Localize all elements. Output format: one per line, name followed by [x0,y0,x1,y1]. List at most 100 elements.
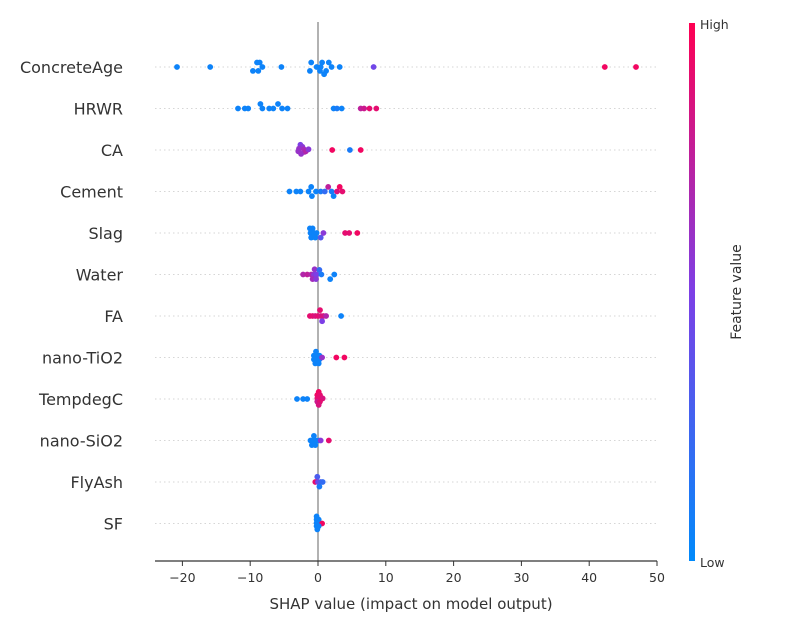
shap-point [347,147,353,153]
shap-point [279,105,285,112]
shap-point [313,64,320,70]
shap-point [339,188,346,195]
shap-point [313,271,320,278]
x-tick-label: 40 [581,570,597,585]
shap-point [286,188,293,195]
feature-label: HRWR [74,100,123,119]
feature-label: Cement [60,183,123,202]
feature-label: SF [104,515,123,534]
shap-point [601,64,608,70]
shap-point [305,188,312,195]
x-tick-label: 10 [378,570,394,585]
shap-point [319,59,325,66]
feature-label: nano-SiO2 [40,432,123,451]
shap-point [331,271,338,278]
shap-point [250,68,256,74]
shap-point [321,71,327,78]
shap-point [313,188,319,195]
shap-point [317,307,323,313]
feature-label: nano-TiO2 [42,349,123,368]
shap-point [318,271,325,278]
shap-point [305,146,312,153]
feature-label: ConcreteAge [20,58,123,77]
shap-point [325,437,332,444]
feature-labels: ConcreteAge HRWR CA Cement Slag Water FA nano-T… [20,58,123,534]
shap-point [307,68,313,74]
points-layer [174,59,639,533]
shap-point [235,105,241,112]
shap-point [342,230,348,236]
shap-point [314,526,321,533]
shap-point [298,151,304,157]
shap-point [633,64,639,70]
x-axis-title: SHAP value (impact on model output) [269,595,552,613]
shap-point [317,64,324,70]
colorbar-title: Feature value [729,244,745,340]
shap-point [308,234,315,241]
shap-point [245,105,252,112]
shap-point [329,147,336,153]
shap-point [309,225,316,232]
shap-point [373,105,380,112]
shap-point [312,234,319,241]
shap-point [338,313,344,319]
shap-point [275,101,281,107]
shap-point [317,188,324,195]
colorbar-low-label: Low [700,555,725,570]
shap-point [341,354,348,361]
shap-point [257,101,264,107]
x-tick-label: −20 [169,570,195,585]
shap-point [293,188,300,195]
shap-point [325,184,332,190]
shap-point [319,318,325,325]
shap-point [256,59,263,66]
shap-point [370,64,377,70]
shap-point [338,105,345,112]
colorbar-high-label: High [700,17,729,32]
colorbar: High Low Feature value [689,17,745,570]
shap-point [354,230,361,236]
shap-point [321,188,328,195]
shap-point [278,64,285,70]
shap-point [323,313,329,319]
shap-point [266,105,273,112]
shap-point [313,276,319,282]
shap-point [315,402,322,408]
shap-point [314,473,321,480]
feature-label: FlyAsh [70,473,123,492]
shap-point [300,271,306,278]
shap-point [316,267,323,273]
x-tick-label: 30 [513,570,529,585]
shap-point [319,479,326,485]
shap-point [325,59,332,66]
shap-point [284,105,291,112]
shap-point [328,188,335,195]
colorbar-gradient [689,23,695,561]
shap-point [312,442,319,448]
shap-point [357,147,364,153]
shap-point [315,360,322,367]
shap-point [334,105,340,112]
shap-point [255,68,262,74]
shap-point [311,433,317,439]
feature-label: CA [101,141,123,160]
shap-point [297,188,304,195]
shap-point [174,64,180,70]
shap-point [336,64,343,70]
shap-point [319,354,325,361]
shap-point [316,483,323,490]
shap-point [333,354,340,361]
feature-label: TempdegC [38,390,123,409]
shap-point [308,184,315,190]
shap-point [317,437,324,444]
x-tick-label: 50 [649,570,665,585]
x-tick-label: 0 [314,570,322,585]
shap-point [334,188,340,195]
shap-point [336,184,343,190]
x-axis-ticks: −20 −10 0 10 20 30 40 50 [169,561,665,585]
shap-point [361,105,367,112]
row-guides [155,66,657,524]
feature-label: FA [104,307,123,326]
shap-point [259,64,266,70]
